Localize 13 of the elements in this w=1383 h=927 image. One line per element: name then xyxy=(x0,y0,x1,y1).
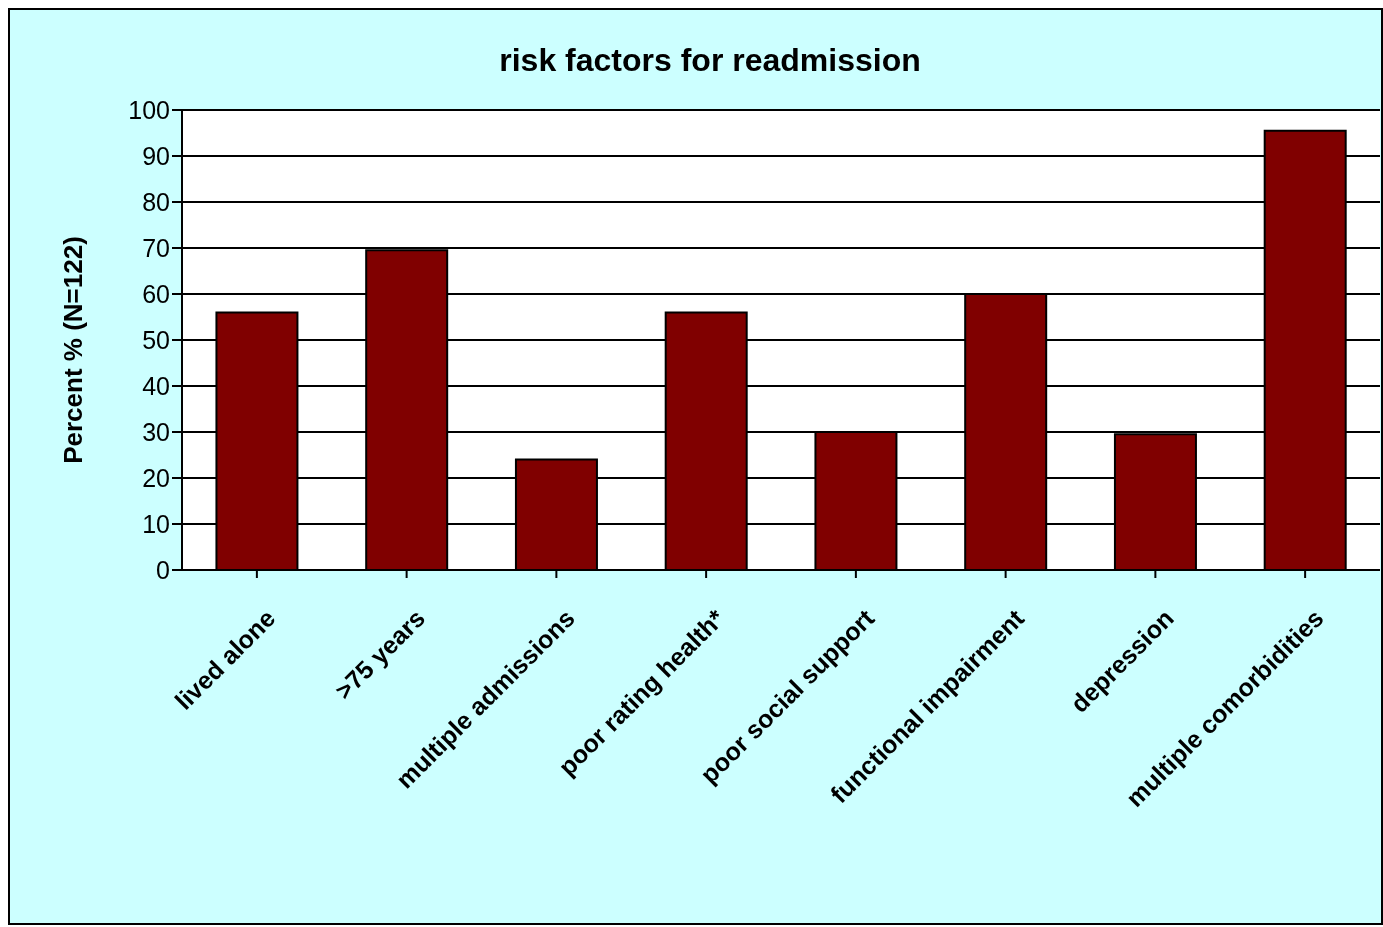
y-tick-label: 40 xyxy=(142,371,170,400)
y-tick-label: 30 xyxy=(142,417,170,446)
y-tick-label: 20 xyxy=(142,463,170,492)
y-tick-label: 70 xyxy=(142,233,170,262)
y-tick-label: 10 xyxy=(142,509,170,538)
y-tick-label: 90 xyxy=(142,141,170,170)
y-tick-label: 80 xyxy=(142,187,170,216)
y-tick-label: 60 xyxy=(142,279,170,308)
y-axis-title: Percent % (N=122) xyxy=(57,236,89,464)
y-tick-label: 50 xyxy=(142,325,170,354)
chart-title: risk factors for readmission xyxy=(498,42,922,79)
y-tick-label: 100 xyxy=(128,95,170,124)
y-tick-label: 0 xyxy=(156,555,170,584)
